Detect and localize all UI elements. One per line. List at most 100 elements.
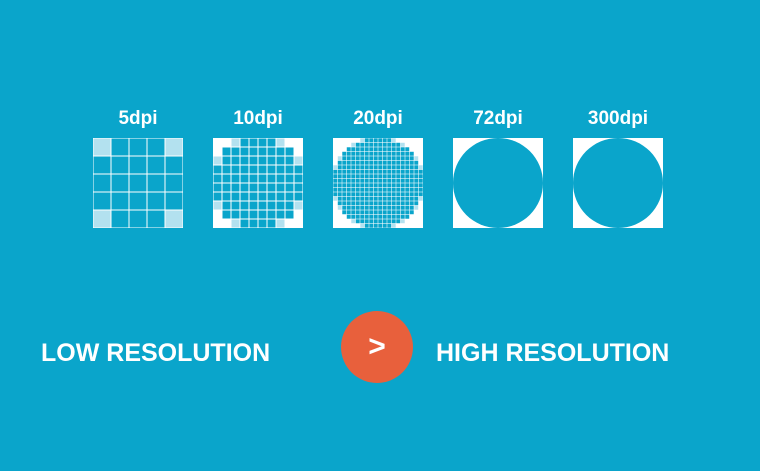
pixel-cell [346, 210, 351, 215]
pixel-cell [267, 192, 276, 201]
pixel-cell [240, 183, 249, 192]
pixel-cell [400, 169, 405, 174]
pixel-cell [294, 174, 303, 183]
pixel-cell [351, 210, 356, 215]
pixel-cell [364, 205, 369, 210]
pixel-cell [364, 160, 369, 165]
pixel-cell [364, 147, 369, 152]
smooth-circle-300dpi [573, 138, 663, 228]
pixel-cell [360, 201, 365, 206]
pixel-cell [276, 165, 285, 174]
pixel-cell [382, 214, 387, 219]
pixel-cell [285, 156, 294, 165]
pixel-cell [240, 210, 249, 219]
pixel-cell [373, 223, 378, 228]
pixel-cell [396, 187, 401, 192]
pixel-cell [373, 192, 378, 197]
pixel-cell [373, 196, 378, 201]
pixel-cell [360, 151, 365, 156]
pixel-cell [337, 196, 342, 201]
pixel-cell [276, 192, 285, 201]
pixel-cell [111, 210, 129, 228]
pixel-cell [396, 151, 401, 156]
pixel-cell [147, 138, 165, 156]
pixel-cell [276, 174, 285, 183]
pixel-cell [418, 183, 423, 188]
pixel-cell [249, 147, 258, 156]
pixel-cell [387, 214, 392, 219]
pixel-cell [111, 156, 129, 174]
pixel-cell [333, 174, 338, 179]
pixel-cell [382, 183, 387, 188]
pixel-cell [337, 169, 342, 174]
pixel-cell [285, 165, 294, 174]
pixel-cell [400, 160, 405, 165]
pixel-cell [378, 138, 383, 143]
pixel-cell [364, 196, 369, 201]
pixel-cell [240, 219, 249, 228]
pixel-cell [373, 156, 378, 161]
pixel-cell [405, 147, 410, 152]
pixel-cell [364, 178, 369, 183]
pixel-cell [405, 201, 410, 206]
pixel-cell [355, 174, 360, 179]
pixel-cell [369, 187, 374, 192]
pixel-cell [378, 165, 383, 170]
pixel-cell [369, 223, 374, 228]
pixel-cell [346, 165, 351, 170]
pixel-cell [249, 210, 258, 219]
pixel-cell [342, 156, 347, 161]
pixel-cell [414, 196, 419, 201]
pixel-cell [240, 156, 249, 165]
pixel-cell [240, 138, 249, 147]
pixel-cell [111, 174, 129, 192]
pixel-cell [333, 187, 338, 192]
pixel-cell [231, 147, 240, 156]
pixel-cell [373, 147, 378, 152]
pixel-cell [351, 178, 356, 183]
pixel-cell [355, 183, 360, 188]
pixel-cell [360, 142, 365, 147]
pixel-cell [93, 210, 111, 228]
pixel-cell [391, 169, 396, 174]
pixel-cell [351, 183, 356, 188]
pixel-cell [351, 174, 356, 179]
pixel-cell [378, 210, 383, 215]
pixel-cell [396, 174, 401, 179]
pixel-cell [373, 169, 378, 174]
pixel-cell [364, 183, 369, 188]
pixel-cell [382, 147, 387, 152]
pixel-cell [351, 219, 356, 224]
pixel-cell [369, 192, 374, 197]
pixel-cell [342, 165, 347, 170]
pixel-cell [360, 205, 365, 210]
pixel-cell [258, 192, 267, 201]
pixel-cell [387, 219, 392, 224]
pixel-cell [276, 147, 285, 156]
pixel-cell [342, 183, 347, 188]
pixel-cell [213, 174, 222, 183]
pixel-cell [342, 192, 347, 197]
pixel-cell [400, 183, 405, 188]
pixel-cell [258, 174, 267, 183]
pixel-cell [360, 156, 365, 161]
pixel-cell [129, 138, 147, 156]
pixel-cell [364, 138, 369, 143]
pixel-cell [369, 165, 374, 170]
pixel-cell [414, 183, 419, 188]
pixel-cell [382, 192, 387, 197]
pixel-cell [360, 196, 365, 201]
pixel-cell [346, 201, 351, 206]
pixel-cell [378, 205, 383, 210]
pixel-cell [382, 138, 387, 143]
pixel-cell [93, 156, 111, 174]
pixel-cell [369, 219, 374, 224]
pixel-cell [414, 192, 419, 197]
pixel-cell [378, 187, 383, 192]
pixel-cell [400, 201, 405, 206]
pixel-cell [342, 174, 347, 179]
panel-label-20dpi: 20dpi [353, 108, 403, 129]
pixel-cell [396, 205, 401, 210]
pixel-cell [258, 147, 267, 156]
pixel-cell [231, 210, 240, 219]
